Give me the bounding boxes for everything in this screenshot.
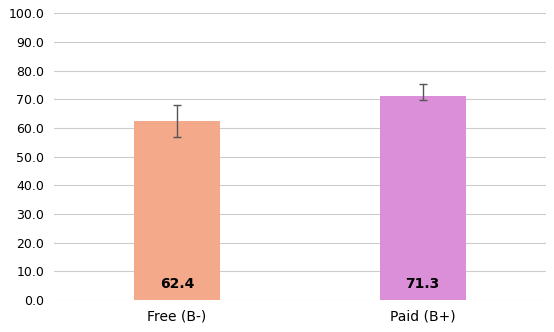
Text: 62.4: 62.4 bbox=[160, 277, 194, 291]
Bar bbox=[134, 121, 220, 300]
Bar bbox=[379, 96, 466, 300]
Text: 71.3: 71.3 bbox=[406, 277, 440, 291]
